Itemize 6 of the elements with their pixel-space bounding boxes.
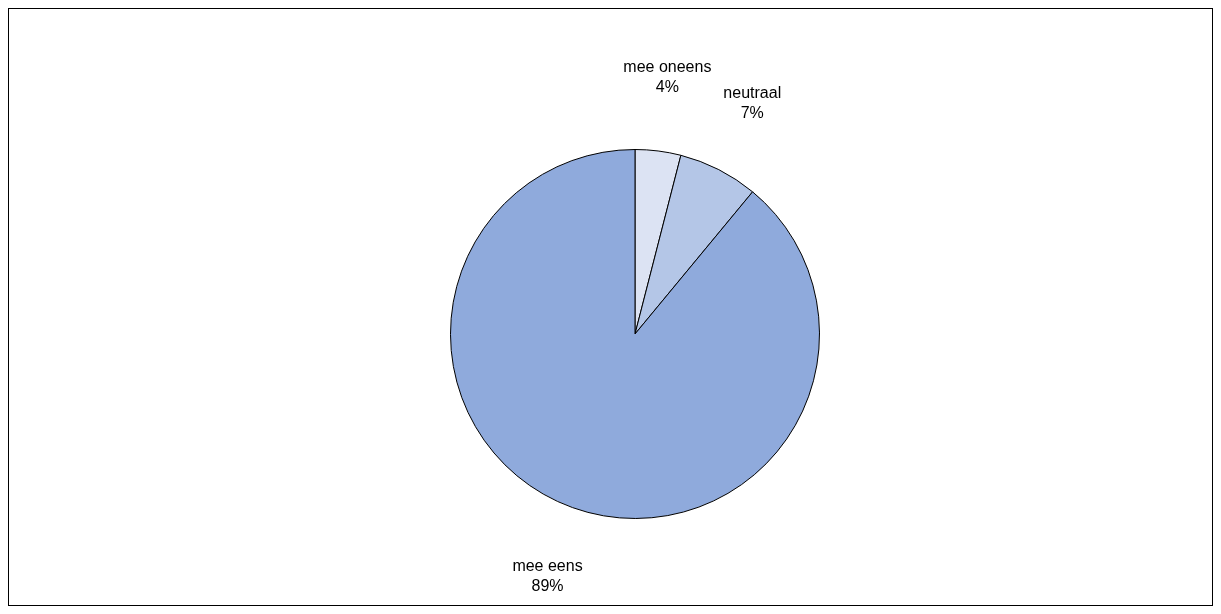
data-label: 89% <box>531 577 564 595</box>
data-label: 7% <box>740 104 764 122</box>
data-label: 4% <box>655 78 679 96</box>
slice-label: mee eens <box>512 557 583 575</box>
slice-label: mee oneens <box>623 58 712 76</box>
slice-label: neutraal <box>723 84 782 102</box>
